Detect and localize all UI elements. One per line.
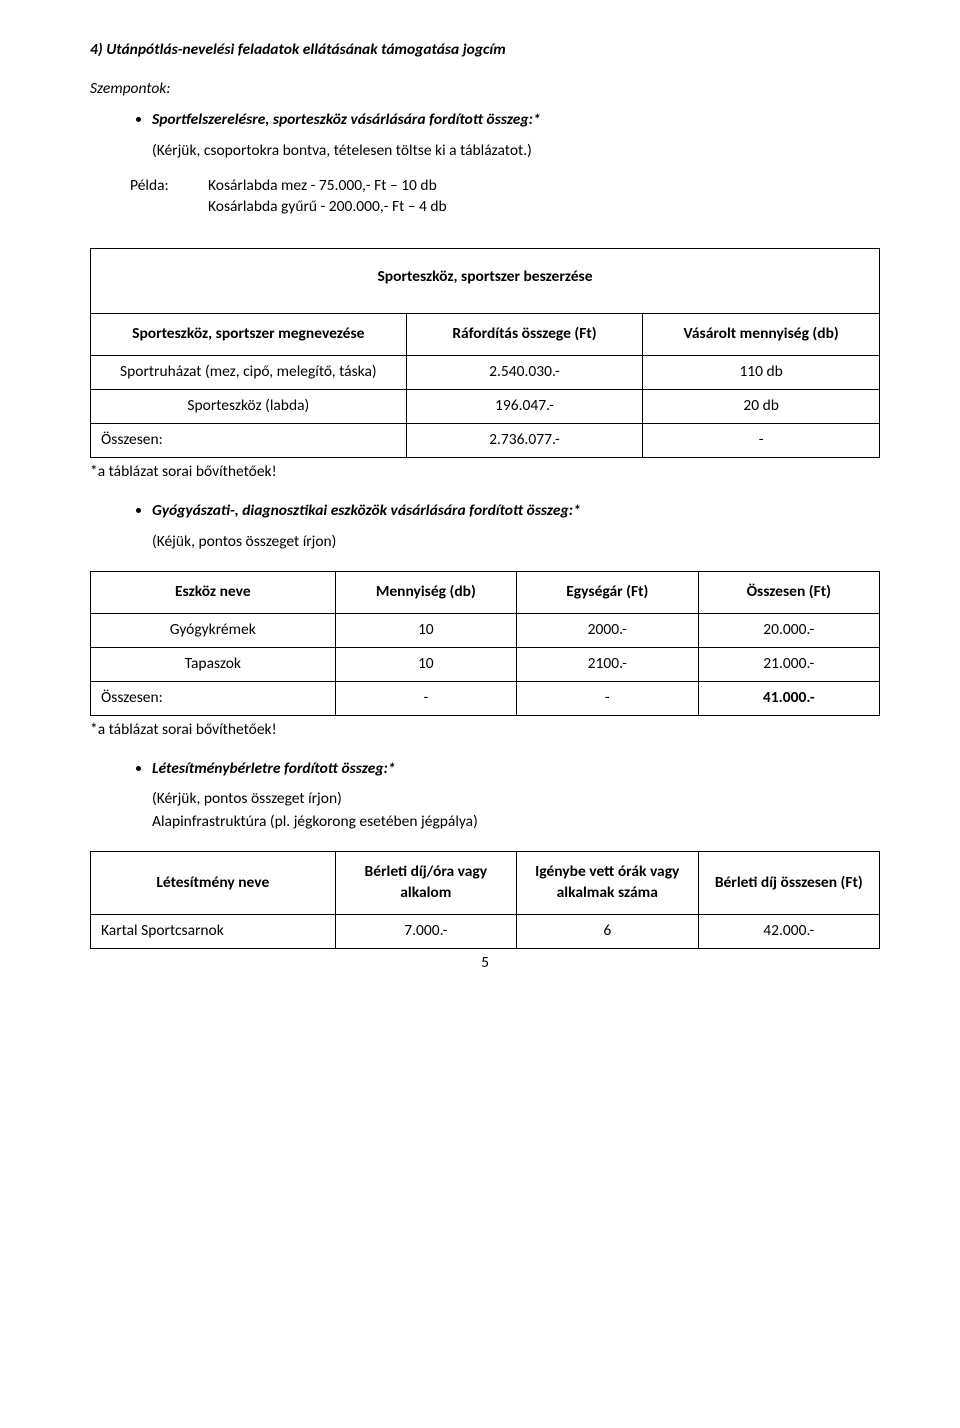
example-line-1: Kosárlabda mez - 75.000,- Ft – 10 db bbox=[208, 176, 447, 197]
table-row: Kartal Sportcsarnok bbox=[91, 915, 336, 949]
table2-footnote: *a táblázat sorai bővíthetőek! bbox=[90, 720, 880, 741]
table2-total-value: 41.000.- bbox=[698, 681, 879, 715]
table-cell: 2.540.030.- bbox=[406, 356, 643, 390]
table1-footnote: *a táblázat sorai bővíthetőek! bbox=[90, 462, 880, 483]
table-cell: 21.000.- bbox=[698, 647, 879, 681]
table-letesitmeny: Létesítmény neve Bérleti díj/óra vagy al… bbox=[90, 851, 880, 949]
table2-header-2: Egységár (Ft) bbox=[517, 571, 698, 613]
bullet-item-3: Létesítménybérletre fordított összeg:* bbox=[152, 759, 880, 780]
table-row: Sporteszköz (labda) bbox=[91, 390, 407, 424]
table-row: Sportruházat (mez, cipő, melegítő, táska… bbox=[91, 356, 407, 390]
table1-header-0: Sporteszköz, sportszer megnevezése bbox=[91, 314, 407, 356]
table3-header-2: Igénybe vett órák vagy alkalmak száma bbox=[517, 852, 698, 915]
bullet-2-subnote: (Kéjük, pontos összeget írjon) bbox=[152, 532, 880, 553]
bullet-3-subnote-2: Alapinfrastruktúra (pl. jégkorong esetéb… bbox=[152, 812, 880, 833]
table-cell: 10 bbox=[335, 647, 516, 681]
section-heading: 4) Utánpótlás-nevelési feladatok ellátás… bbox=[90, 40, 880, 61]
table-cell: 20 db bbox=[643, 390, 880, 424]
bullet-1-subnote: (Kérjük, csoportokra bontva, tételesen t… bbox=[152, 141, 880, 162]
table3-header-0: Létesítmény neve bbox=[91, 852, 336, 915]
example-line-2: Kosárlabda gyűrű - 200.000,- Ft – 4 db bbox=[208, 197, 447, 218]
page-number: 5 bbox=[90, 953, 880, 974]
table1-header-2: Vásárolt mennyiség (db) bbox=[643, 314, 880, 356]
table-cell: 7.000.- bbox=[335, 915, 516, 949]
table1-total-label: Összesen: bbox=[91, 424, 407, 458]
table3-header-1: Bérleti díj/óra vagy alkalom bbox=[335, 852, 516, 915]
table-cell: 110 db bbox=[643, 356, 880, 390]
table-sporteszkoz: Sporteszköz, sportszer beszerzése Sporte… bbox=[90, 248, 880, 459]
table2-total-label: Összesen: bbox=[91, 681, 336, 715]
table-cell: 42.000.- bbox=[698, 915, 879, 949]
table-cell: 2000.- bbox=[517, 613, 698, 647]
table-row: Gyógykrémek bbox=[91, 613, 336, 647]
table1-total-dash: - bbox=[643, 424, 880, 458]
table-cell: 196.047.- bbox=[406, 390, 643, 424]
table1-title: Sporteszköz, sportszer beszerzése bbox=[91, 248, 880, 314]
bullet-item-1: Sportfelszerelésre, sporteszköz vásárlás… bbox=[152, 110, 880, 131]
example-label: Példa: bbox=[130, 176, 208, 218]
table2-header-1: Mennyiség (db) bbox=[335, 571, 516, 613]
bullet-item-2: Gyógyászati-, diagnosztikai eszközök vás… bbox=[152, 501, 880, 522]
table-cell: - bbox=[335, 681, 516, 715]
table2-header-3: Összesen (Ft) bbox=[698, 571, 879, 613]
table3-header-3: Bérleti díj összesen (Ft) bbox=[698, 852, 879, 915]
table2-header-0: Eszköz neve bbox=[91, 571, 336, 613]
table-eszkoz: Eszköz neve Mennyiség (db) Egységár (Ft)… bbox=[90, 571, 880, 716]
table-cell: 10 bbox=[335, 613, 516, 647]
table-cell: 6 bbox=[517, 915, 698, 949]
table1-total-value: 2.736.077.- bbox=[406, 424, 643, 458]
table-cell: - bbox=[517, 681, 698, 715]
subheading: Szempontok: bbox=[90, 79, 880, 100]
table1-header-1: Ráfordítás összege (Ft) bbox=[406, 314, 643, 356]
table-cell: 2100.- bbox=[517, 647, 698, 681]
table-cell: 20.000.- bbox=[698, 613, 879, 647]
bullet-3-subnote-1: (Kérjük, pontos összeget írjon) bbox=[152, 789, 880, 810]
table-row: Tapaszok bbox=[91, 647, 336, 681]
